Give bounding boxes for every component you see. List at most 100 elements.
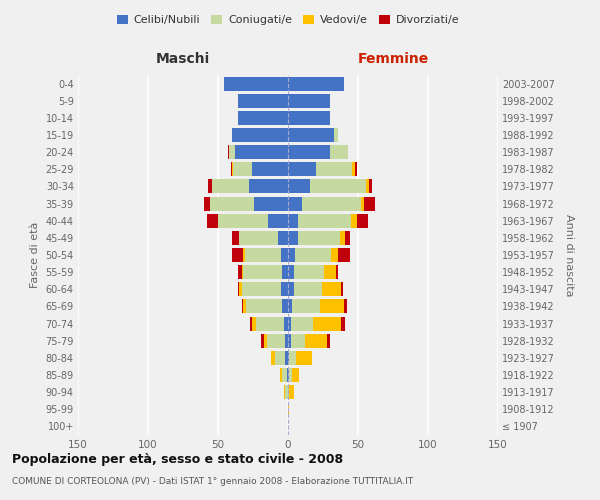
Legend: Celibi/Nubili, Coniugati/e, Vedovi/e, Divorziati/e: Celibi/Nubili, Coniugati/e, Vedovi/e, Di… [112, 10, 464, 30]
Bar [367, 180, 369, 194]
Bar [251, 316, 256, 330]
Bar [224, 76, 288, 90]
Bar [305, 334, 327, 347]
Bar [230, 162, 232, 176]
Y-axis label: Anni di nascita: Anni di nascita [565, 214, 574, 296]
Bar [243, 265, 283, 279]
Bar [322, 282, 341, 296]
Bar [233, 162, 251, 176]
Bar [238, 94, 288, 108]
Bar [292, 368, 299, 382]
Bar [288, 145, 330, 159]
Bar [251, 162, 288, 176]
Bar [235, 145, 288, 159]
Bar [243, 248, 245, 262]
Text: Femmine: Femmine [358, 52, 428, 66]
Bar [218, 214, 268, 228]
Bar [298, 231, 340, 245]
Bar [228, 145, 229, 159]
Bar [285, 351, 288, 365]
Bar [334, 128, 338, 142]
Bar [351, 214, 356, 228]
Bar [289, 385, 293, 399]
Bar [327, 334, 330, 347]
Bar [335, 265, 338, 279]
Bar [361, 196, 364, 210]
Bar [242, 282, 281, 296]
Bar [239, 231, 278, 245]
Bar [291, 334, 305, 347]
Bar [344, 300, 347, 314]
Bar [238, 282, 239, 296]
Bar [284, 316, 288, 330]
Bar [288, 265, 293, 279]
Bar [256, 316, 284, 330]
Bar [288, 402, 289, 416]
Bar [288, 128, 334, 142]
Bar [281, 248, 288, 262]
Bar [341, 316, 346, 330]
Bar [283, 265, 288, 279]
Bar [316, 162, 352, 176]
Text: Maschi: Maschi [156, 52, 210, 66]
Bar [285, 385, 288, 399]
Bar [288, 351, 289, 365]
Bar [331, 248, 338, 262]
Text: Popolazione per età, sesso e stato civile - 2008: Popolazione per età, sesso e stato civil… [12, 452, 343, 466]
Bar [278, 231, 288, 245]
Text: COMUNE DI CORTEOLONA (PV) - Dati ISTAT 1° gennaio 2008 - Elaborazione TUTTITALIA: COMUNE DI CORTEOLONA (PV) - Dati ISTAT 1… [12, 478, 413, 486]
Bar [249, 180, 288, 194]
Bar [293, 282, 322, 296]
Bar [288, 111, 330, 125]
Bar [288, 248, 295, 262]
Bar [229, 145, 235, 159]
Bar [283, 368, 287, 382]
Bar [341, 282, 343, 296]
Bar [288, 196, 302, 210]
Bar [340, 231, 346, 245]
Bar [288, 385, 289, 399]
Bar [239, 282, 242, 296]
Bar [242, 300, 243, 314]
Bar [287, 368, 288, 382]
Bar [288, 282, 293, 296]
Bar [285, 334, 288, 347]
Bar [288, 316, 291, 330]
Bar [313, 316, 341, 330]
Bar [293, 265, 325, 279]
Y-axis label: Fasce di età: Fasce di età [30, 222, 40, 288]
Bar [268, 214, 288, 228]
Bar [264, 334, 267, 347]
Bar [288, 94, 330, 108]
Bar [356, 214, 368, 228]
Bar [238, 265, 242, 279]
Bar [352, 162, 355, 176]
Bar [330, 145, 348, 159]
Bar [232, 248, 243, 262]
Bar [320, 300, 344, 314]
Bar [291, 316, 313, 330]
Bar [246, 300, 283, 314]
Bar [288, 76, 344, 90]
Bar [280, 368, 283, 382]
Bar [271, 351, 275, 365]
Bar [288, 214, 298, 228]
Bar [292, 300, 320, 314]
Bar [232, 231, 239, 245]
Bar [288, 180, 310, 194]
Bar [209, 196, 254, 210]
Bar [346, 231, 350, 245]
Bar [250, 316, 251, 330]
Bar [369, 180, 372, 194]
Bar [295, 248, 331, 262]
Bar [302, 196, 361, 210]
Bar [238, 111, 288, 125]
Bar [232, 128, 288, 142]
Bar [204, 196, 209, 210]
Bar [288, 162, 316, 176]
Bar [243, 300, 246, 314]
Bar [267, 334, 285, 347]
Bar [288, 231, 298, 245]
Bar [288, 368, 289, 382]
Bar [288, 300, 292, 314]
